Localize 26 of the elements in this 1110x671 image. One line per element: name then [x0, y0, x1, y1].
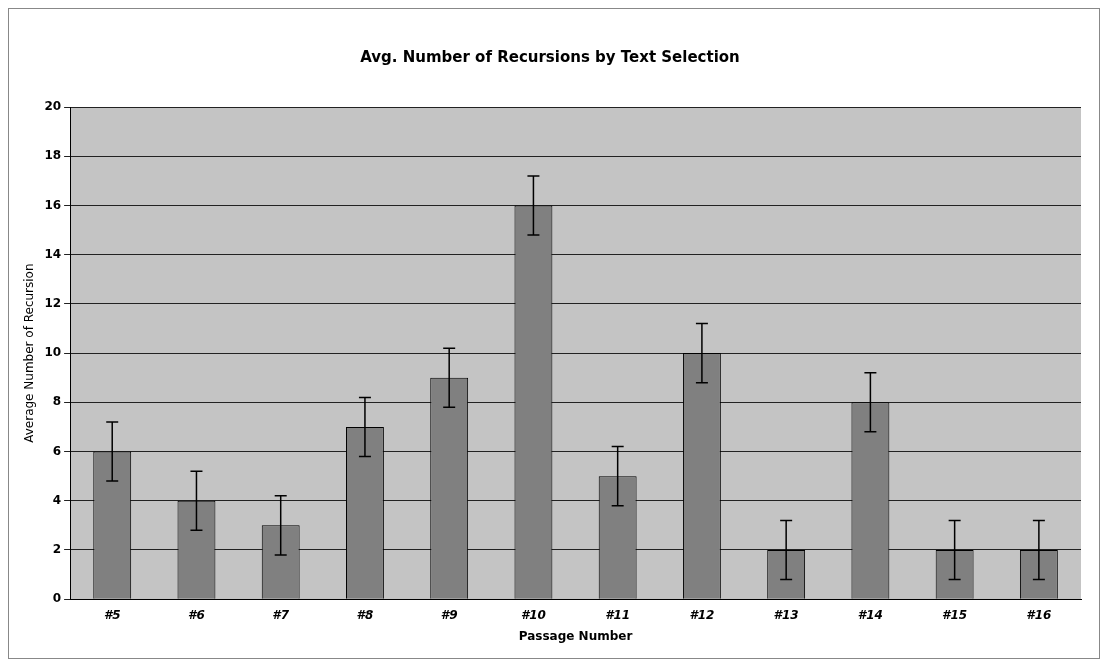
y-tick-label: 0 — [52, 591, 62, 606]
x-tick-label: #12 — [689, 607, 715, 622]
x-tick-label: #10 — [520, 607, 546, 622]
x-tick-label: #8 — [356, 607, 374, 622]
y-tick-label: 4 — [52, 492, 62, 507]
chart-title: Avg. Number of Recursions by Text Selection — [360, 47, 740, 66]
y-tick-label: 2 — [52, 542, 62, 557]
y-tick-label: 14 — [44, 246, 62, 261]
y-tick-label: 18 — [44, 148, 62, 163]
y-tick-label: 16 — [44, 197, 62, 212]
x-tick-label: #7 — [272, 607, 290, 622]
y-tick-label: 8 — [52, 394, 62, 409]
x-tick-label: #15 — [942, 607, 968, 622]
x-tick-label: #14 — [857, 607, 883, 622]
y-tick-label: 12 — [44, 296, 62, 311]
x-tick-label: #11 — [605, 607, 631, 622]
x-tick-label: #5 — [103, 607, 121, 622]
y-tick-label: 10 — [44, 345, 62, 360]
y-axis-title: Average Number of Recursion — [22, 263, 37, 443]
y-tick-label: 6 — [52, 443, 62, 458]
x-tick-label: #9 — [440, 607, 458, 622]
y-tick-label: 20 — [44, 99, 62, 114]
x-tick-label: #16 — [1026, 607, 1052, 622]
x-tick-label: #6 — [188, 607, 205, 622]
x-tick-label: #13 — [773, 607, 799, 622]
x-axis-title: Passage Number — [518, 628, 633, 643]
